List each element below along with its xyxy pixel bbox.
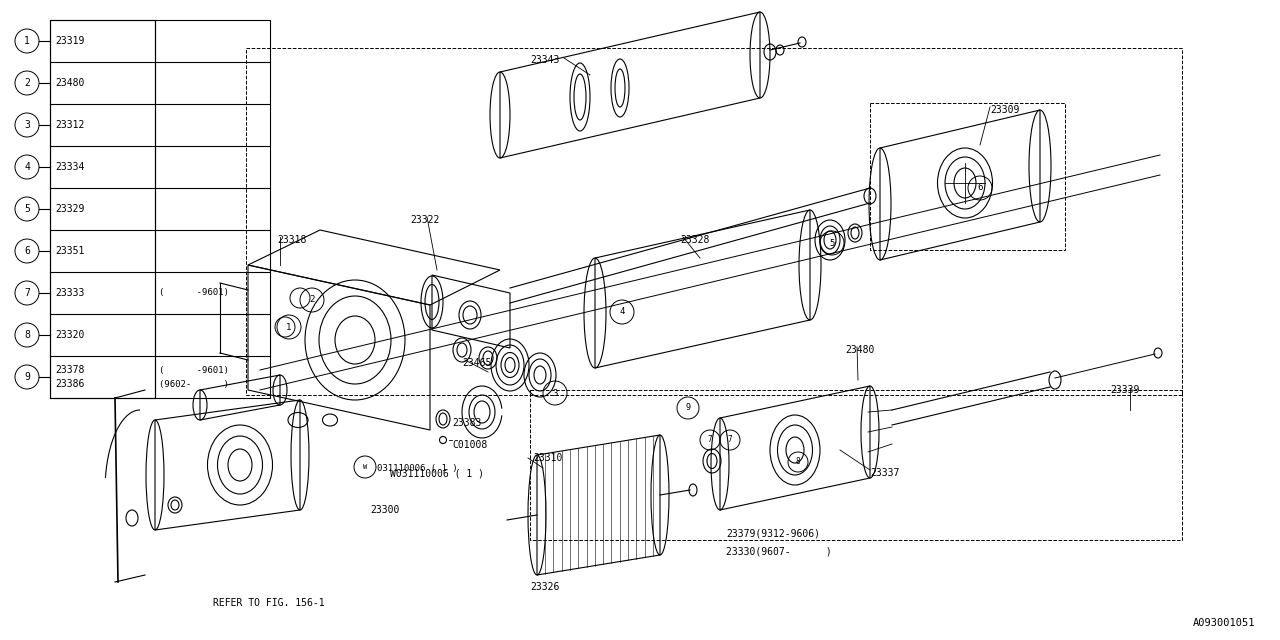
Text: (      -9601): ( -9601) xyxy=(159,289,229,298)
Text: 23320: 23320 xyxy=(55,330,84,340)
Text: 2: 2 xyxy=(310,296,315,305)
Text: 8: 8 xyxy=(24,330,29,340)
Text: 23310: 23310 xyxy=(532,453,562,463)
Text: 9: 9 xyxy=(24,372,29,382)
Text: 23309: 23309 xyxy=(989,105,1019,115)
Text: 23339: 23339 xyxy=(1110,385,1139,395)
Text: 23330(9607-      ): 23330(9607- ) xyxy=(726,546,832,556)
Text: 23378: 23378 xyxy=(55,365,84,375)
Text: 1: 1 xyxy=(287,323,292,332)
Text: 23300: 23300 xyxy=(370,505,399,515)
Text: 23322: 23322 xyxy=(410,215,439,225)
Text: REFER TO FIG. 156-1: REFER TO FIG. 156-1 xyxy=(212,598,325,608)
Text: 4: 4 xyxy=(620,307,625,317)
Bar xyxy=(50,20,155,398)
Text: 9: 9 xyxy=(686,403,690,413)
Text: (9602-      ): (9602- ) xyxy=(159,380,229,388)
Text: 23319: 23319 xyxy=(55,36,84,46)
Text: 23318: 23318 xyxy=(276,235,306,245)
Text: 3: 3 xyxy=(24,120,29,130)
Text: 23465: 23465 xyxy=(462,358,492,368)
Bar xyxy=(530,390,1181,540)
Text: 4: 4 xyxy=(24,162,29,172)
Text: 5: 5 xyxy=(829,239,835,248)
Text: 7: 7 xyxy=(728,435,732,445)
Text: 1: 1 xyxy=(24,36,29,46)
Text: 23326: 23326 xyxy=(530,582,559,592)
Text: 23343: 23343 xyxy=(530,55,559,65)
Text: 23379(9312-9606): 23379(9312-9606) xyxy=(726,528,820,538)
Bar xyxy=(50,20,270,398)
Text: 23480: 23480 xyxy=(845,345,874,355)
Text: 23351: 23351 xyxy=(55,246,84,256)
Text: C01008: C01008 xyxy=(452,440,488,450)
Text: 5: 5 xyxy=(24,204,29,214)
Text: W: W xyxy=(362,464,367,470)
Text: 6: 6 xyxy=(978,184,983,193)
Text: 6: 6 xyxy=(24,246,29,256)
Bar xyxy=(870,103,1065,250)
Text: 3: 3 xyxy=(552,388,558,397)
Text: 23333: 23333 xyxy=(55,288,84,298)
Text: (      -9601): ( -9601) xyxy=(159,365,229,374)
Text: 2: 2 xyxy=(24,78,29,88)
Text: 23328: 23328 xyxy=(680,235,709,245)
Text: A093001051: A093001051 xyxy=(1193,618,1254,628)
Bar xyxy=(246,48,1181,395)
Text: W031110006 ( 1 ): W031110006 ( 1 ) xyxy=(390,468,484,478)
Text: 23329: 23329 xyxy=(55,204,84,214)
Text: 7: 7 xyxy=(708,435,712,445)
Text: 23312: 23312 xyxy=(55,120,84,130)
Text: 23337: 23337 xyxy=(870,468,900,478)
Text: 031110006 ( 1 ): 031110006 ( 1 ) xyxy=(378,463,458,472)
Text: 23383: 23383 xyxy=(452,418,481,428)
Text: 8: 8 xyxy=(796,458,800,467)
Text: 23386: 23386 xyxy=(55,379,84,389)
Text: 7: 7 xyxy=(24,288,29,298)
Text: 23334: 23334 xyxy=(55,162,84,172)
Text: 23480: 23480 xyxy=(55,78,84,88)
